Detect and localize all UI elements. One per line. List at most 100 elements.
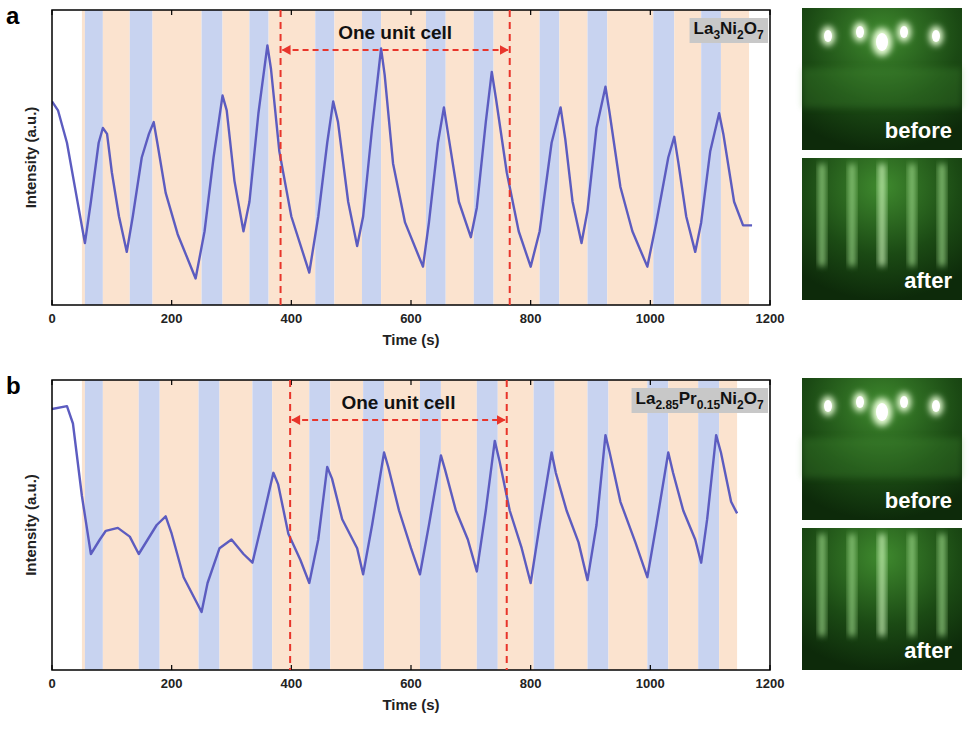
image-caption: after bbox=[904, 638, 952, 663]
annotation: One unit cell bbox=[341, 392, 455, 413]
x-tick-label: 600 bbox=[400, 311, 422, 326]
diffuse-glow bbox=[802, 438, 962, 478]
growth-region bbox=[330, 380, 363, 670]
x-tick bbox=[410, 665, 411, 670]
x-tick-label: 1000 bbox=[636, 676, 665, 691]
growth-region bbox=[534, 380, 555, 670]
diffraction-spot bbox=[872, 28, 892, 56]
x-tick bbox=[51, 665, 52, 670]
sample-label-bg bbox=[690, 18, 768, 43]
diffraction-spot-core bbox=[876, 33, 888, 51]
x-tick-top bbox=[171, 10, 172, 15]
rheed-background bbox=[802, 378, 962, 520]
diffraction-streak bbox=[879, 164, 885, 266]
diffraction-streak bbox=[909, 164, 915, 266]
diffraction-streak bbox=[939, 164, 945, 266]
x-tick bbox=[291, 300, 292, 305]
unit-cell-arrow bbox=[283, 49, 508, 51]
growth-region bbox=[420, 380, 441, 670]
growth-region bbox=[701, 10, 721, 305]
growth-region bbox=[363, 380, 384, 670]
diffraction-spot-core bbox=[932, 30, 940, 42]
x-tick bbox=[171, 300, 172, 305]
growth-region bbox=[223, 10, 250, 305]
rheed-image: before bbox=[802, 378, 962, 520]
growth-region bbox=[719, 380, 737, 670]
diffraction-spot bbox=[897, 22, 911, 42]
diffraction-spot-core bbox=[824, 400, 832, 412]
rheed-background bbox=[802, 528, 962, 670]
subscript: 7 bbox=[757, 28, 764, 42]
growth-region bbox=[441, 380, 477, 670]
growth-region bbox=[474, 10, 494, 305]
diffuse-glow bbox=[802, 68, 962, 108]
growth-region bbox=[477, 380, 498, 670]
subscript: 2.85 bbox=[655, 398, 679, 412]
growth-region bbox=[498, 380, 534, 670]
x-tick-top bbox=[650, 380, 651, 385]
x-tick-label: 0 bbox=[48, 676, 55, 691]
growth-region bbox=[446, 10, 474, 305]
growth-region bbox=[103, 380, 139, 670]
diffraction-spot bbox=[821, 26, 835, 46]
x-tick-label: 1200 bbox=[756, 676, 785, 691]
growth-region bbox=[668, 380, 698, 670]
x-tick-top bbox=[530, 10, 531, 15]
formula-part: La bbox=[636, 389, 656, 408]
diffraction-streak bbox=[939, 534, 945, 636]
x-tick-top bbox=[410, 10, 411, 15]
x-tick-top bbox=[530, 380, 531, 385]
growth-region bbox=[82, 380, 85, 670]
growth-region bbox=[202, 10, 223, 305]
unit-cell-boundary bbox=[280, 10, 282, 305]
diffraction-streak bbox=[909, 534, 915, 636]
unit-cell-boundary bbox=[289, 380, 291, 670]
x-tick-label: 400 bbox=[280, 311, 302, 326]
unit-cell-boundary bbox=[509, 10, 511, 305]
diffraction-spot bbox=[853, 22, 867, 42]
subscript: 7 bbox=[757, 398, 764, 412]
diffraction-streak bbox=[819, 534, 825, 636]
growth-region bbox=[362, 10, 381, 305]
diffraction-spot-core bbox=[876, 403, 888, 421]
x-tick bbox=[650, 300, 651, 305]
formula-part: Ni bbox=[720, 389, 737, 408]
diffraction-spot-core bbox=[856, 26, 864, 38]
x-tick bbox=[769, 665, 770, 670]
panel-letter: b bbox=[6, 372, 21, 399]
sample-label-text: La3Ni2O7 bbox=[694, 19, 764, 42]
panel-letter: a bbox=[6, 2, 20, 29]
annotation: One unit cell bbox=[338, 22, 452, 43]
growth-region bbox=[334, 10, 362, 305]
x-tick-label: 200 bbox=[161, 676, 183, 691]
x-tick-label: 1000 bbox=[636, 311, 665, 326]
growth-region bbox=[82, 10, 85, 305]
formula-part: Pr bbox=[679, 389, 697, 408]
growth-region bbox=[653, 10, 674, 305]
growth-region bbox=[588, 380, 609, 670]
x-tick-top bbox=[650, 10, 651, 15]
image-caption: before bbox=[885, 118, 952, 143]
growth-region bbox=[607, 10, 653, 305]
x-tick-top bbox=[291, 10, 292, 15]
growth-region bbox=[588, 10, 608, 305]
plot-area bbox=[52, 380, 737, 670]
x-tick bbox=[51, 300, 52, 305]
x-tick-label: 0 bbox=[48, 311, 55, 326]
rheed-image: after bbox=[802, 528, 962, 670]
subscript: 0.15 bbox=[697, 398, 721, 412]
formula-part: O bbox=[744, 389, 757, 408]
plot-area bbox=[52, 10, 752, 305]
sample-label-text: La2.85Pr0.15Ni2O7 bbox=[636, 389, 764, 412]
diffraction-spot-core bbox=[932, 400, 940, 412]
diffraction-streak bbox=[879, 534, 885, 636]
growth-region bbox=[85, 10, 103, 305]
rheed-image: after bbox=[802, 158, 962, 300]
sample-label-bg bbox=[632, 388, 768, 413]
growth-region bbox=[160, 380, 199, 670]
growth-region bbox=[647, 380, 668, 670]
rheed-background bbox=[802, 158, 962, 300]
x-tick-label: 800 bbox=[520, 676, 542, 691]
x-axis-title: Time (s) bbox=[382, 331, 439, 348]
growth-region bbox=[721, 10, 749, 305]
